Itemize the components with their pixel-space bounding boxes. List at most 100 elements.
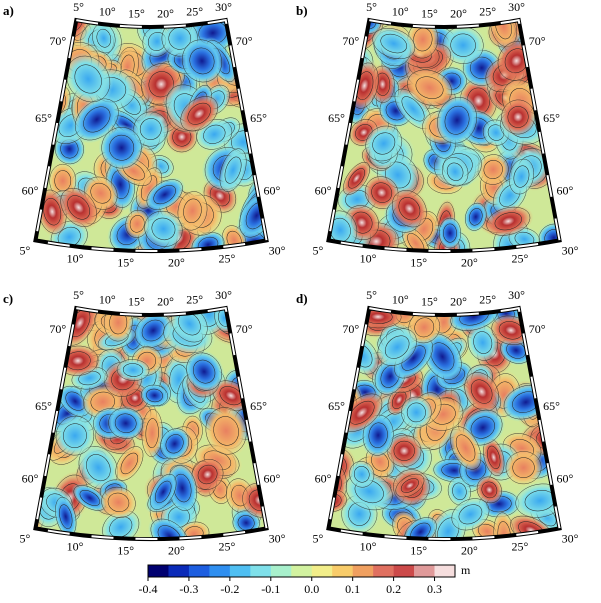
map-panel: c) 5° 10° 15° 20° 25° 30° 5° 10° 15° 20° 25° 30° 70° 6… (3, 288, 286, 557)
lon-label-top: 10° (392, 4, 409, 18)
anomaly (90, 21, 117, 56)
contour (114, 413, 137, 433)
lat-label-left: 65° (328, 399, 345, 413)
contour (450, 33, 476, 57)
lat-label-right: 70° (236, 322, 253, 336)
colorbar: -0.4 -0.3 -0.2 -0.1 0.0 0.1 0.2 0.3 m (139, 563, 472, 596)
contour (74, 64, 102, 94)
lon-label-top: 25° (479, 292, 496, 306)
anomaly (175, 188, 210, 234)
lon-label-top: 30° (508, 0, 525, 14)
anomaly (217, 145, 249, 195)
panel-label: b) (296, 3, 308, 18)
contour (372, 132, 396, 155)
contour (476, 476, 502, 504)
contour (103, 308, 133, 342)
anomaly (483, 204, 534, 238)
lon-label-top: 20° (450, 294, 467, 308)
lat-label-left: 70° (342, 34, 359, 48)
lon-label-bottom: 25° (219, 539, 236, 553)
lon-label-top: 30° (508, 288, 525, 302)
anomaly (147, 516, 191, 539)
colorbar-tick-label: 0.2 (386, 582, 401, 596)
anomaly (148, 471, 179, 513)
lon-label-bottom: 30° (269, 531, 286, 545)
lat-label-left: 60° (315, 184, 332, 198)
lon-label-bottom: 10° (67, 539, 84, 553)
contour (153, 185, 176, 205)
anomaly (144, 177, 186, 212)
contour (406, 402, 426, 423)
contour (101, 486, 136, 518)
contour (122, 363, 144, 377)
anomaly (434, 93, 480, 147)
contour (384, 335, 410, 359)
contour (470, 379, 493, 404)
lon-label-top: 25° (479, 4, 496, 18)
lon-label-bottom: 15° (117, 543, 134, 557)
colorbar-segment (311, 565, 333, 577)
contour (401, 396, 432, 429)
contour (146, 179, 183, 210)
colorbar-tick-label: -0.1 (261, 582, 280, 596)
anomaly (71, 483, 109, 513)
colorbar-tick-label: -0.3 (179, 582, 198, 596)
lon-label-top: 30° (215, 0, 232, 14)
lon-label-bottom: 5° (313, 531, 324, 545)
colorbar-tick-label: -0.4 (139, 582, 158, 596)
anomaly (399, 394, 434, 431)
lat-label-right: 60° (264, 472, 281, 486)
contour (513, 165, 530, 188)
contour (393, 469, 430, 505)
contour (96, 28, 112, 48)
anomaly (341, 159, 372, 197)
anomaly (488, 20, 519, 50)
contour (455, 434, 476, 462)
lon-label-top: 20° (157, 294, 174, 308)
map-panel: a) 5° 10° 15° 20° 25° 30° 5° 10° 15° 20° 25° 30° 70° 6… (3, 0, 286, 269)
contour (437, 97, 477, 144)
lon-label-top: 15° (421, 294, 438, 308)
frame-dash (327, 306, 561, 541)
lon-label-top: 5° (73, 0, 84, 14)
lat-label-left: 65° (328, 111, 345, 125)
contour (239, 193, 267, 238)
contour (144, 210, 183, 247)
lon-label-top: 5° (366, 288, 377, 302)
anomaly (374, 325, 420, 369)
contour (213, 416, 239, 446)
lon-label-bottom: 15° (117, 255, 134, 269)
anomaly (202, 403, 250, 458)
lon-label-bottom: 10° (360, 539, 377, 553)
lon-label-top: 20° (157, 6, 174, 20)
contour (441, 157, 469, 187)
contour (365, 125, 403, 162)
lat-label-right: 60° (557, 472, 574, 486)
anomaly (475, 474, 504, 505)
contour (393, 440, 415, 461)
contour (507, 106, 529, 128)
colorbar-segment (332, 565, 353, 577)
anomaly (389, 187, 430, 230)
colorbar-segment (209, 565, 231, 577)
contour (183, 198, 202, 224)
lon-label-top: 30° (215, 288, 232, 302)
lat-label-right: 65° (250, 111, 267, 125)
anomaly (362, 123, 405, 164)
contour (109, 134, 135, 161)
anomaly (63, 52, 114, 106)
contour (154, 480, 172, 504)
contour (415, 76, 444, 99)
lon-label-top: 15° (421, 6, 438, 20)
contour (377, 328, 417, 366)
colorbar-segment (270, 565, 292, 577)
contour (219, 148, 247, 192)
contour (186, 352, 222, 391)
contour (487, 445, 501, 469)
contour (438, 217, 461, 249)
lat-label-right: 65° (543, 111, 560, 125)
contour (67, 195, 90, 220)
anomaly (139, 383, 170, 408)
contour (473, 331, 493, 354)
contour (444, 105, 470, 135)
